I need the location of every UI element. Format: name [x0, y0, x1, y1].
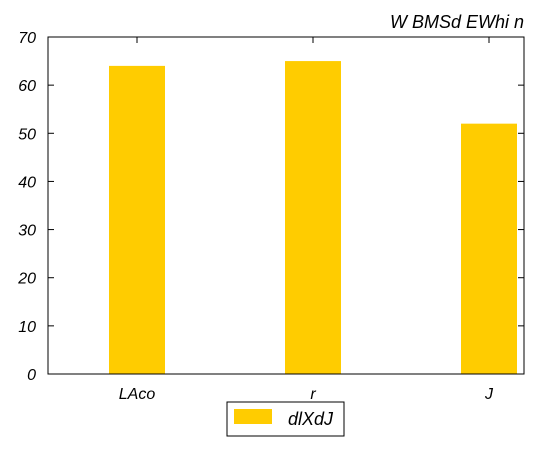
bar [285, 61, 341, 374]
x-tick-label: LAco [119, 386, 156, 403]
chart-title: W BMSd EWhi n [390, 12, 524, 32]
y-tick-label: 50 [18, 126, 36, 143]
bar [461, 124, 517, 374]
x-tick-label: r [310, 386, 316, 403]
plot-area: 0 10 20 30 40 50 60 70 LAco r J [17, 30, 524, 403]
y-tick-label: 70 [18, 30, 36, 47]
legend-swatch [234, 409, 272, 424]
y-tick-label: 0 [27, 367, 36, 384]
y-tick-label: 60 [18, 78, 36, 95]
bar [109, 66, 165, 374]
y-tick-label: 20 [17, 271, 36, 288]
y-tick-label: 30 [18, 223, 36, 240]
y-tick-label: 40 [18, 174, 36, 191]
y-tick-label: 10 [18, 319, 36, 336]
legend: dlXdJ [227, 402, 344, 436]
x-tick-label: J [484, 386, 494, 403]
legend-label: dlXdJ [288, 409, 334, 429]
